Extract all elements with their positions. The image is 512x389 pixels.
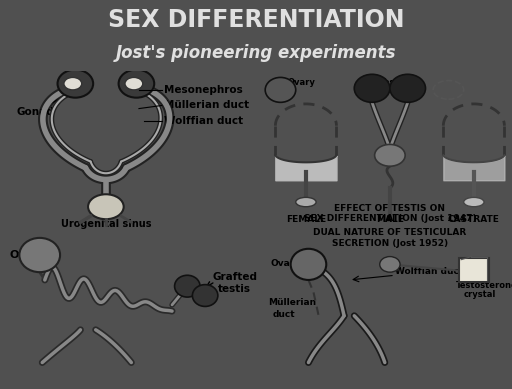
Text: DUAL NATURE OF TESTICULAR: DUAL NATURE OF TESTICULAR	[313, 228, 466, 237]
Text: Grafted: Grafted	[213, 272, 258, 282]
Text: testis: testis	[218, 284, 251, 294]
Ellipse shape	[125, 77, 143, 90]
Text: SEX DIFFERENTIATION: SEX DIFFERENTIATION	[108, 9, 404, 32]
Text: EFFECT OF TESTIS ON: EFFECT OF TESTIS ON	[334, 204, 445, 214]
Text: FEMALE: FEMALE	[286, 215, 326, 224]
Ellipse shape	[375, 144, 405, 166]
Ellipse shape	[64, 77, 82, 90]
Text: Urogenital sinus: Urogenital sinus	[60, 210, 151, 229]
Ellipse shape	[265, 77, 296, 102]
Ellipse shape	[291, 249, 326, 280]
Ellipse shape	[464, 197, 484, 207]
Text: SECRETION (Jost 1952): SECRETION (Jost 1952)	[332, 239, 448, 248]
Ellipse shape	[193, 285, 218, 307]
Text: Müllerian duct: Müllerian duct	[164, 100, 249, 110]
Ellipse shape	[390, 74, 425, 102]
Ellipse shape	[175, 275, 200, 297]
Ellipse shape	[354, 74, 390, 102]
Text: Ovary: Ovary	[9, 250, 46, 260]
Ellipse shape	[88, 194, 124, 219]
Text: crystal: crystal	[464, 290, 496, 299]
Text: Ovary: Ovary	[288, 78, 316, 87]
Ellipse shape	[296, 197, 316, 207]
Ellipse shape	[119, 70, 154, 98]
Text: duct: duct	[273, 310, 295, 319]
Text: Gonad: Gonad	[17, 93, 69, 117]
Text: Testis: Testis	[380, 78, 407, 87]
Ellipse shape	[57, 70, 93, 98]
FancyBboxPatch shape	[459, 258, 489, 282]
Text: Wolffian duct: Wolffian duct	[164, 116, 244, 126]
Text: Testosterone: Testosterone	[456, 281, 512, 290]
Text: Müllerian: Müllerian	[268, 298, 316, 307]
Text: Mesonephros: Mesonephros	[164, 85, 243, 95]
Text: SEX DIFFERENTIATION (Jost 1947): SEX DIFFERENTIATION (Jost 1947)	[304, 214, 476, 223]
Ellipse shape	[19, 238, 60, 272]
Text: Wolffian duct: Wolffian duct	[395, 267, 463, 276]
Ellipse shape	[380, 257, 400, 272]
Text: Jost's pioneering experiments: Jost's pioneering experiments	[116, 44, 396, 62]
Text: CASTRATE: CASTRATE	[448, 215, 500, 224]
Text: MALE: MALE	[376, 215, 404, 224]
Text: Ovary: Ovary	[270, 259, 301, 268]
